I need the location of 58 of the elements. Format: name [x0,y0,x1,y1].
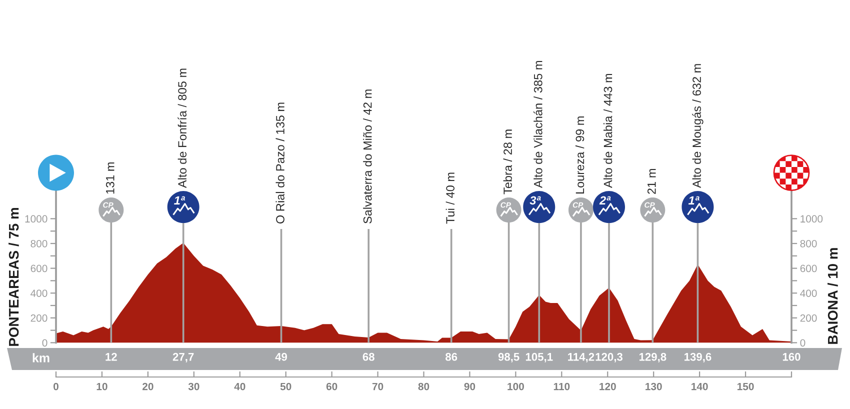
ref-line-label: 21 m [647,169,656,194]
x-tick-label: 30 [188,382,200,390]
x2-tick-label: 160 [782,352,800,361]
annotation: 3ª [530,196,541,205]
x2-tick-label: 105,1 [526,352,553,362]
y2-tick-label: 600 [800,264,817,272]
y2-tick-label: 200 [800,314,817,322]
y2-tick-label: 800 [800,240,817,248]
y-tick-label: 800 [30,240,48,248]
x-tick-label: 70 [372,382,384,390]
ref-line-label: 131 m [106,162,114,194]
x-tick-label: 150 [738,382,754,390]
ref-line-label: Tui / 40 m [446,172,454,224]
ref-line-label: O Rial do Pazo / 135 m [276,102,284,224]
x2-tick-label: 27,7 [172,352,194,362]
ref-line-label: Alto de Vilachán / 385 m [533,61,542,188]
y-tick-label: 200 [30,314,48,322]
x-tick-label: 40 [234,382,246,390]
ref-line-label: Alto de Fonfría / 805 m [178,68,187,188]
x2-tick-label: 98,5 [498,352,520,362]
x-tick-label: 120 [600,382,616,390]
x2-tick-label: 129,8 [639,352,666,362]
ref-line-label: Alto de Mougás / 632 m [692,64,704,188]
y-tick-label: 1000 [25,215,48,223]
y2-tick-label: 1000 [800,215,823,223]
x2-tick-label: 114,2 [568,352,594,362]
annotation: 1ª [688,196,700,204]
x-tick-label: 20 [142,382,154,390]
x-tick-label: 90 [464,382,476,390]
y-axis-title: PONTEAREAS / 75 m [8,208,19,346]
y2-tick-label: 400 [800,290,817,297]
ref-line-label: Loureza / 99 m [575,116,584,194]
ref-line-label: Alto de Mabia / 443 m [604,74,612,188]
x-tick-label: 60 [326,382,338,390]
x-tick-label: 80 [418,382,430,390]
ref-line-label: Tebra / 28 m [503,130,512,194]
y2-axis-title: BAIONA / 10 m [828,248,838,344]
y-tick-label: 0 [42,339,48,347]
x-tick-label: 140 [692,382,708,390]
ref-line-label: Salvaterra do Miño / 42 m [363,90,372,224]
x-tick-label: 100 [508,382,524,390]
x2-tick-label: 12 [106,352,117,361]
x2-tick-label: 86 [446,352,458,361]
annotation: 2ª [599,196,611,204]
y2-tick-label: 0 [800,339,806,347]
x-tick-label: 10 [96,382,108,390]
x2-tick-label: 139,6 [684,352,712,362]
x2-tick-label: 49 [275,352,288,361]
y-tick-label: 400 [30,290,48,297]
x2-tick-label: 68 [362,352,374,361]
annotation: 1ª [174,196,186,204]
x-tick-label: 50 [280,382,292,390]
x2-tick-label: 120,3 [596,352,623,362]
x-tick-label: 0 [54,382,58,390]
x-tick-label: 130 [646,382,662,390]
y-tick-label: 600 [30,264,48,272]
x-tick-label: 110 [554,382,570,390]
x2-axis-title: km [32,353,50,362]
